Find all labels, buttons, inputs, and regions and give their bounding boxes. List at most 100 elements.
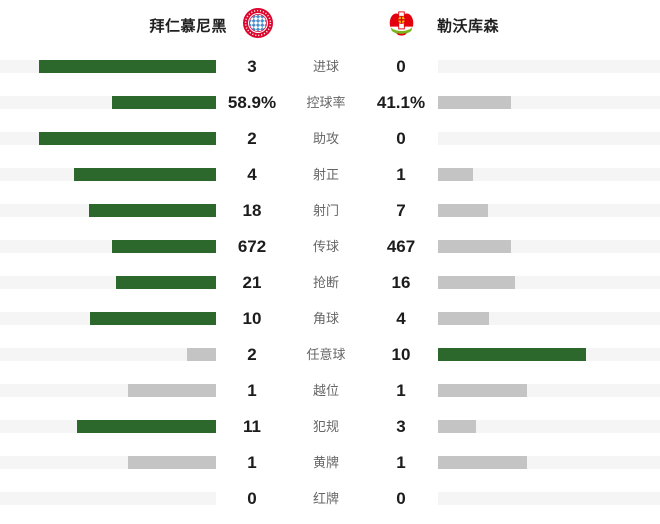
stat-row: 58.9% 控球率 41.1%: [0, 84, 660, 120]
bayern-munich-crest-icon: [243, 8, 273, 38]
away-value: 41.1%: [376, 92, 426, 112]
stat-label: 越位: [312, 382, 339, 398]
home-value: 18: [242, 200, 262, 220]
away-team-name: 勒沃库森: [437, 18, 500, 35]
home-bar: [89, 311, 216, 325]
stat-label: 控球率: [306, 94, 346, 110]
away-value: 7: [396, 200, 406, 220]
away-bar-track: [438, 203, 660, 217]
away-value: 1: [396, 164, 406, 184]
home-value: 11: [243, 416, 261, 436]
stat-label: 抢断: [312, 274, 339, 290]
home-bar-track: [0, 347, 216, 361]
stat-row: 11 犯规 3: [0, 408, 660, 444]
away-bar-track: [438, 491, 660, 505]
stat-label: 黄牌: [312, 454, 339, 470]
stat-label: 传球: [312, 238, 339, 254]
stat-label: 助攻: [312, 130, 339, 146]
away-value: 1: [396, 452, 406, 472]
away-bar-track: [438, 131, 660, 145]
home-bar-track: [0, 419, 216, 433]
home-bar-track: [0, 239, 216, 253]
away-bar-track: [438, 167, 660, 181]
home-bar: [186, 347, 216, 361]
home-bar-track: [0, 491, 216, 505]
home-value: 58.9%: [227, 92, 277, 112]
away-bar: [438, 95, 511, 109]
home-team-name: 拜仁慕尼黑: [149, 18, 227, 35]
stat-label: 红牌: [312, 490, 339, 506]
home-value: 1: [247, 452, 257, 472]
home-value: 3: [247, 56, 257, 76]
home-value: 672: [237, 236, 267, 256]
away-value: 0: [396, 56, 406, 76]
away-value: 1: [396, 380, 406, 400]
away-bar: [438, 239, 511, 253]
stat-label: 射门: [312, 202, 339, 218]
home-value: 1: [247, 380, 257, 400]
home-value: 2: [247, 344, 257, 364]
stat-label: 角球: [312, 310, 339, 326]
away-bar: [438, 347, 586, 361]
home-bar: [39, 131, 216, 145]
away-bar: [438, 167, 474, 181]
away-bar-track: [438, 347, 660, 361]
away-value: 4: [396, 308, 406, 328]
home-bar-track: [0, 455, 216, 469]
away-value: 16: [391, 272, 411, 292]
home-bar: [111, 95, 216, 109]
away-bar-track: [438, 311, 660, 325]
home-bar: [74, 167, 216, 181]
home-value: 4: [247, 164, 257, 184]
home-bar-track: [0, 167, 216, 181]
match-header: 拜仁慕尼黑 勒沃库森: [0, 0, 660, 48]
home-bar-track: [0, 59, 216, 73]
home-bar-track: [0, 311, 216, 325]
home-bar-track: [0, 383, 216, 397]
home-value: 21: [242, 272, 262, 292]
home-bar: [88, 203, 216, 217]
stat-label: 任意球: [306, 346, 346, 362]
stat-label: 进球: [312, 58, 339, 74]
stats-table: 3 进球 0 58.9% 控球率 41.1% 2 助攻 0 4 射正 1 18 射门 7 672 传球 467 21…: [0, 48, 660, 516]
stat-row: 2 任意球 10: [0, 336, 660, 372]
home-value: 0: [247, 488, 257, 508]
away-bar-track: [438, 383, 660, 397]
home-bar: [127, 455, 216, 469]
away-bar-track: [438, 95, 660, 109]
away-value: 0: [396, 488, 406, 508]
away-bar-track: [438, 419, 660, 433]
away-bar: [438, 203, 488, 217]
away-bar: [438, 275, 515, 289]
away-bar-track: [438, 455, 660, 469]
stat-row: 10 角球 4: [0, 300, 660, 336]
stat-row: 0 红牌 0: [0, 480, 660, 516]
home-bar: [127, 383, 216, 397]
away-bar: [438, 311, 489, 325]
home-bar: [39, 59, 216, 73]
stat-row: 18 射门 7: [0, 192, 660, 228]
away-value: 3: [396, 416, 406, 436]
stat-row: 1 越位 1: [0, 372, 660, 408]
home-bar: [111, 239, 216, 253]
stat-label: 射正: [312, 166, 339, 182]
bayer-leverkusen-crest-icon: [388, 11, 415, 36]
home-bar-track: [0, 275, 216, 289]
home-value: 10: [242, 308, 262, 328]
away-value: 467: [386, 236, 416, 256]
home-bar-track: [0, 95, 216, 109]
stat-row: 4 射正 1: [0, 156, 660, 192]
away-value: 0: [396, 128, 406, 148]
home-bar-track: [0, 203, 216, 217]
home-bar-track: [0, 131, 216, 145]
stat-row: 2 助攻 0: [0, 120, 660, 156]
stat-row: 3 进球 0: [0, 48, 660, 84]
home-bar: [76, 419, 216, 433]
away-value: 10: [391, 344, 411, 364]
away-bar-track: [438, 275, 660, 289]
away-bar: [438, 419, 476, 433]
away-bar: [438, 455, 527, 469]
stat-label: 犯规: [312, 418, 339, 434]
home-bar: [115, 275, 216, 289]
